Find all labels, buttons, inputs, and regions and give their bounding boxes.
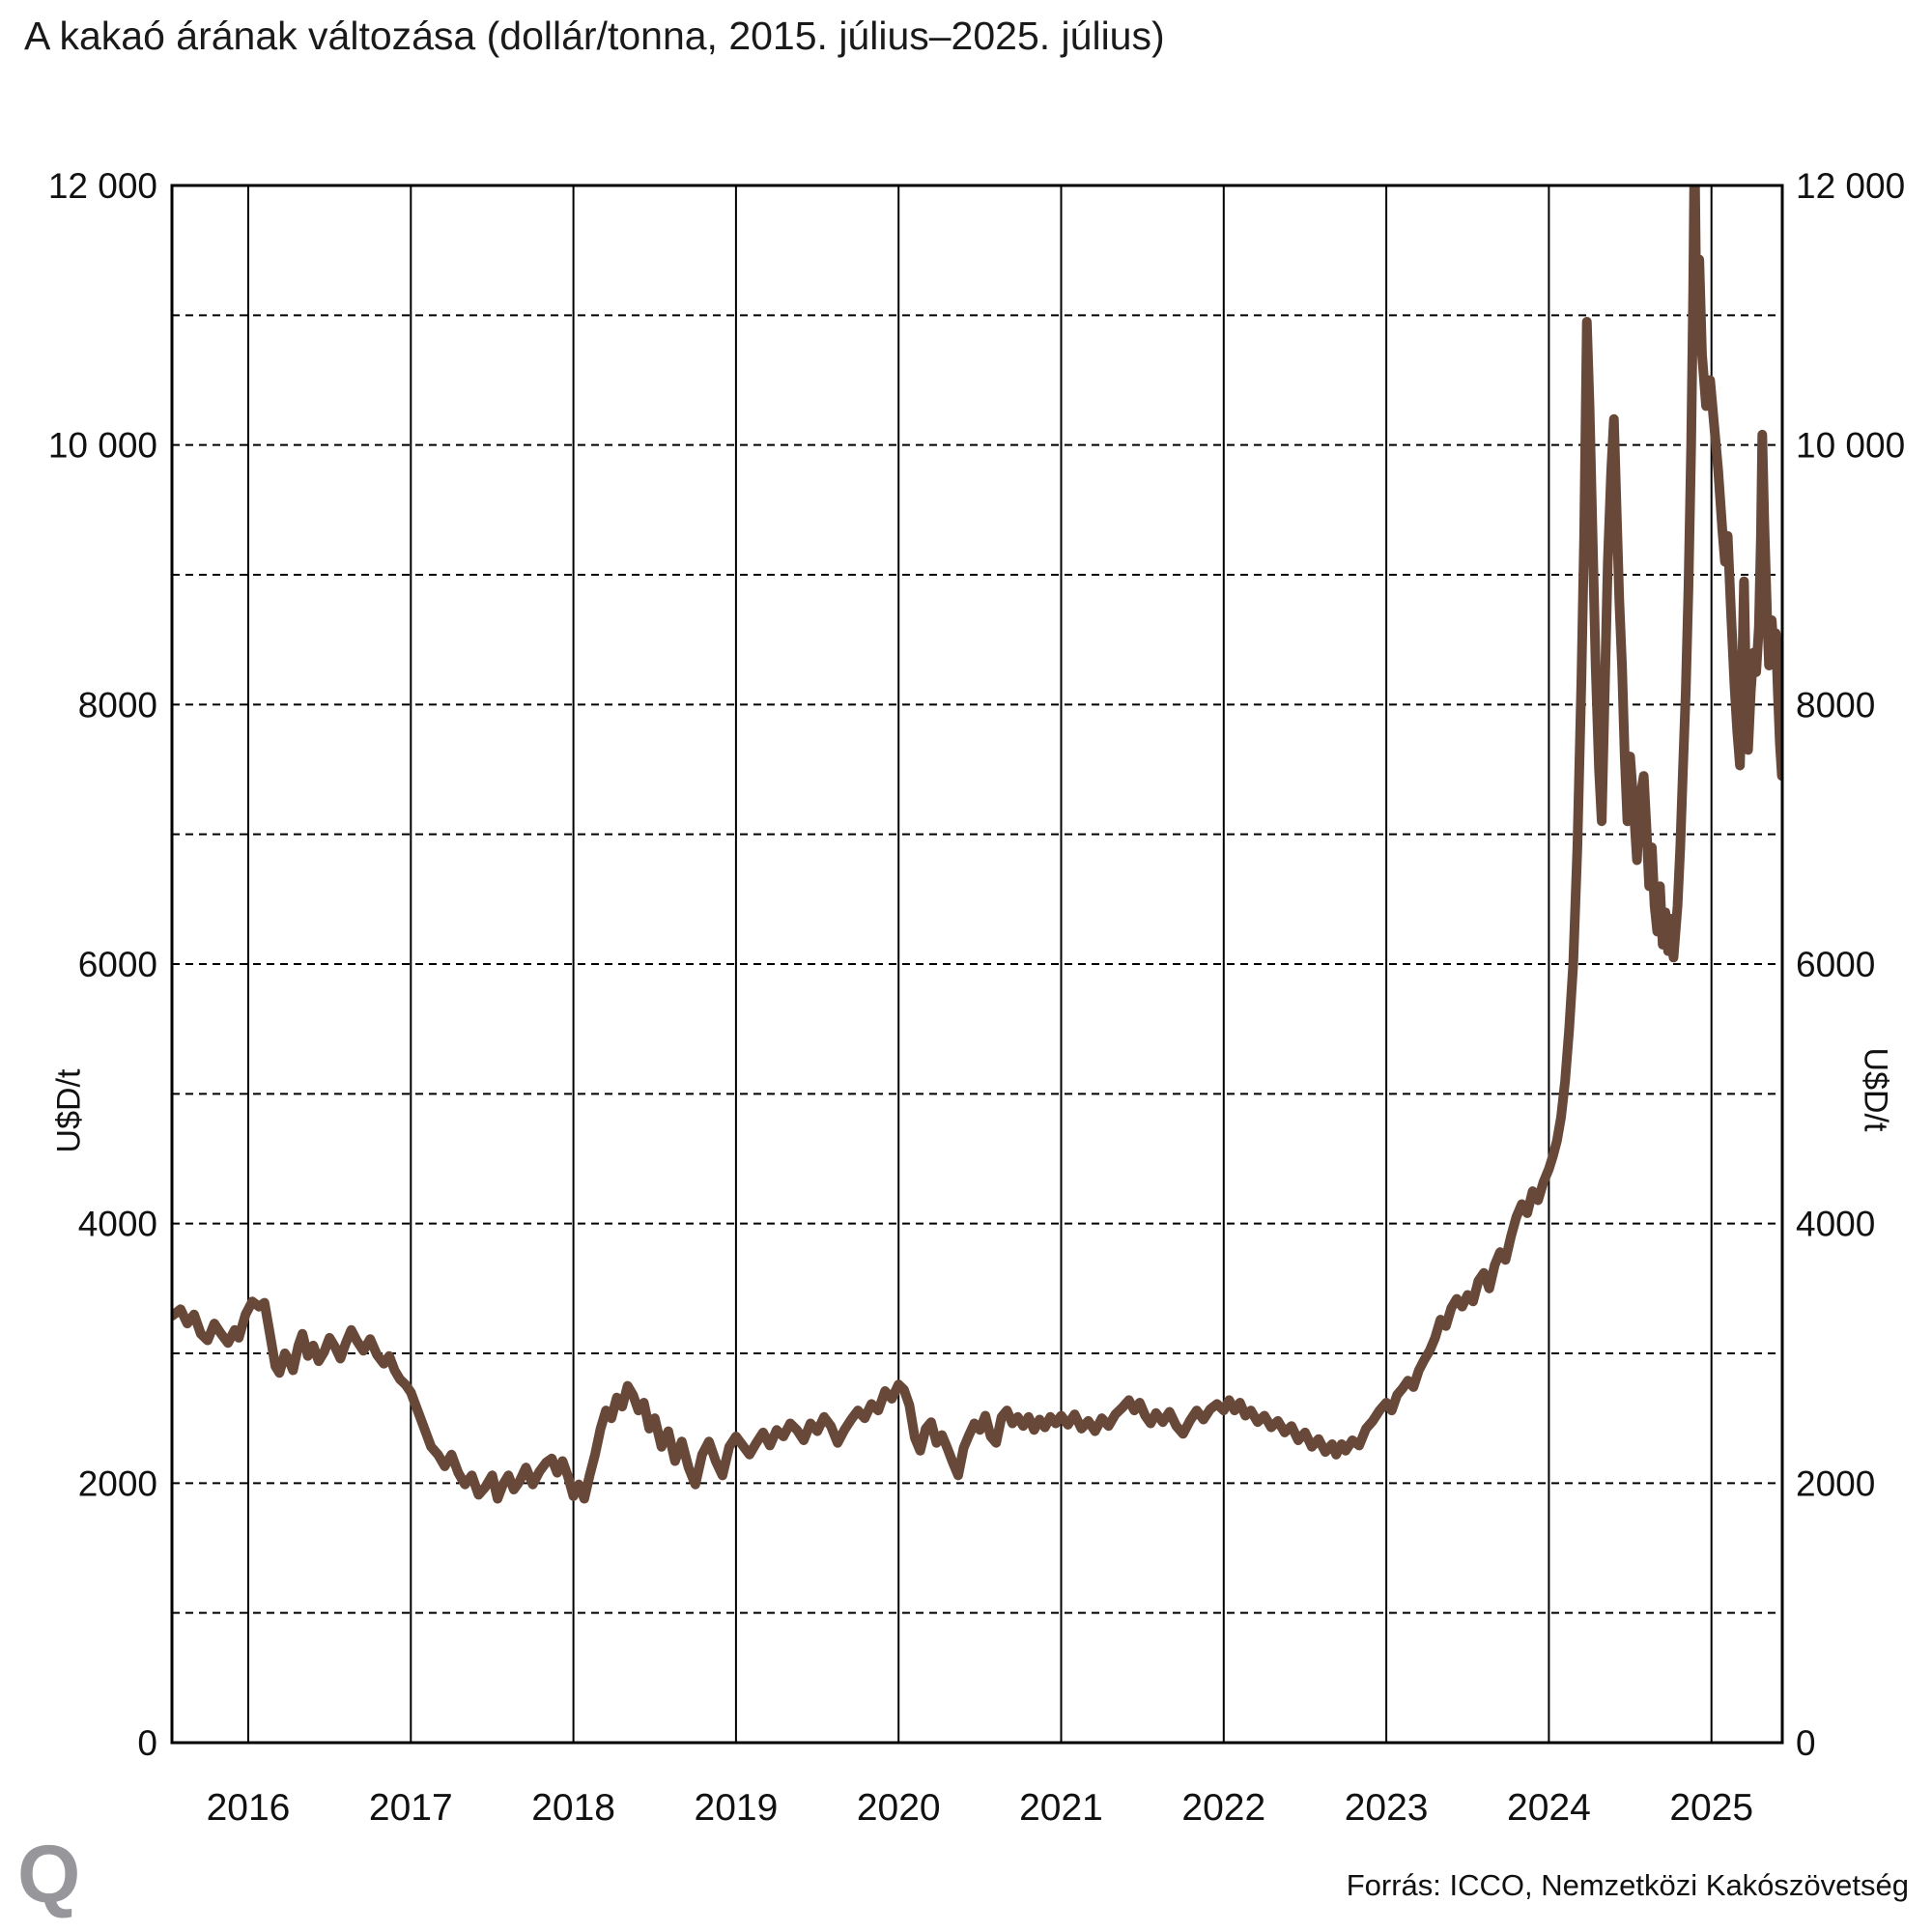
x-tick-label-2024: 2024 <box>1507 1787 1591 1829</box>
x-tick-label-2021: 2021 <box>1019 1787 1103 1829</box>
cocoa-price-line <box>172 185 1782 1504</box>
x-tick-label-2017: 2017 <box>369 1787 453 1829</box>
x-tick-label-2016: 2016 <box>207 1787 291 1829</box>
y-tick-label-left-10000: 10 000 <box>48 426 157 466</box>
x-axis-year-labels: 2016 2017 2018 2019 2020 2021 2022 2023 2024 2025 <box>207 1787 1753 1829</box>
y-tick-label-left-6000: 6000 <box>78 945 157 984</box>
y-axis-label-right: U$D/t <box>1857 1047 1894 1132</box>
y-tick-label-left-4000: 4000 <box>78 1205 157 1244</box>
y-tick-label-left-2000: 2000 <box>78 1463 157 1503</box>
x-tick-label-2022: 2022 <box>1181 1787 1265 1829</box>
source-note: Forrás: ICCO, Nemzetközi Kakószövetség <box>1346 1868 1909 1902</box>
chart-title: A kakaó árának változása (dollár/tonna, … <box>24 14 1165 58</box>
y-axis-ticks-right: 0 2000 4000 6000 8000 10 000 12 000 <box>1796 166 1905 1763</box>
y-tick-label-right-0: 0 <box>1796 1723 1816 1763</box>
y-tick-label-right-2000: 2000 <box>1796 1463 1875 1503</box>
y-tick-label-left-8000: 8000 <box>78 685 157 724</box>
y-tick-label-right-4000: 4000 <box>1796 1205 1875 1244</box>
y-axis-label-left: U$D/t <box>50 1068 88 1153</box>
y-tick-label-right-6000: 6000 <box>1796 945 1875 984</box>
y-tick-label-left-12000: 12 000 <box>48 166 157 206</box>
y-tick-label-right-10000: 10 000 <box>1796 426 1905 466</box>
x-tick-label-2020: 2020 <box>857 1787 941 1829</box>
y-tick-label-left-0: 0 <box>137 1723 157 1763</box>
y-tick-label-right-12000: 12 000 <box>1796 166 1905 206</box>
x-tick-label-2023: 2023 <box>1345 1787 1429 1829</box>
x-tick-label-2018: 2018 <box>531 1787 615 1829</box>
horizontal-gridlines <box>172 314 1782 1614</box>
plot-border <box>170 184 1784 1745</box>
y-tick-label-right-8000: 8000 <box>1796 685 1875 724</box>
x-tick-label-2019: 2019 <box>695 1787 779 1829</box>
q-logo: Q <box>17 1829 81 1919</box>
year-gridlines <box>247 185 1713 1743</box>
x-tick-label-2025: 2025 <box>1669 1787 1753 1829</box>
y-axis-ticks-left: 0 2000 4000 6000 8000 10 000 12 000 <box>48 166 157 1763</box>
